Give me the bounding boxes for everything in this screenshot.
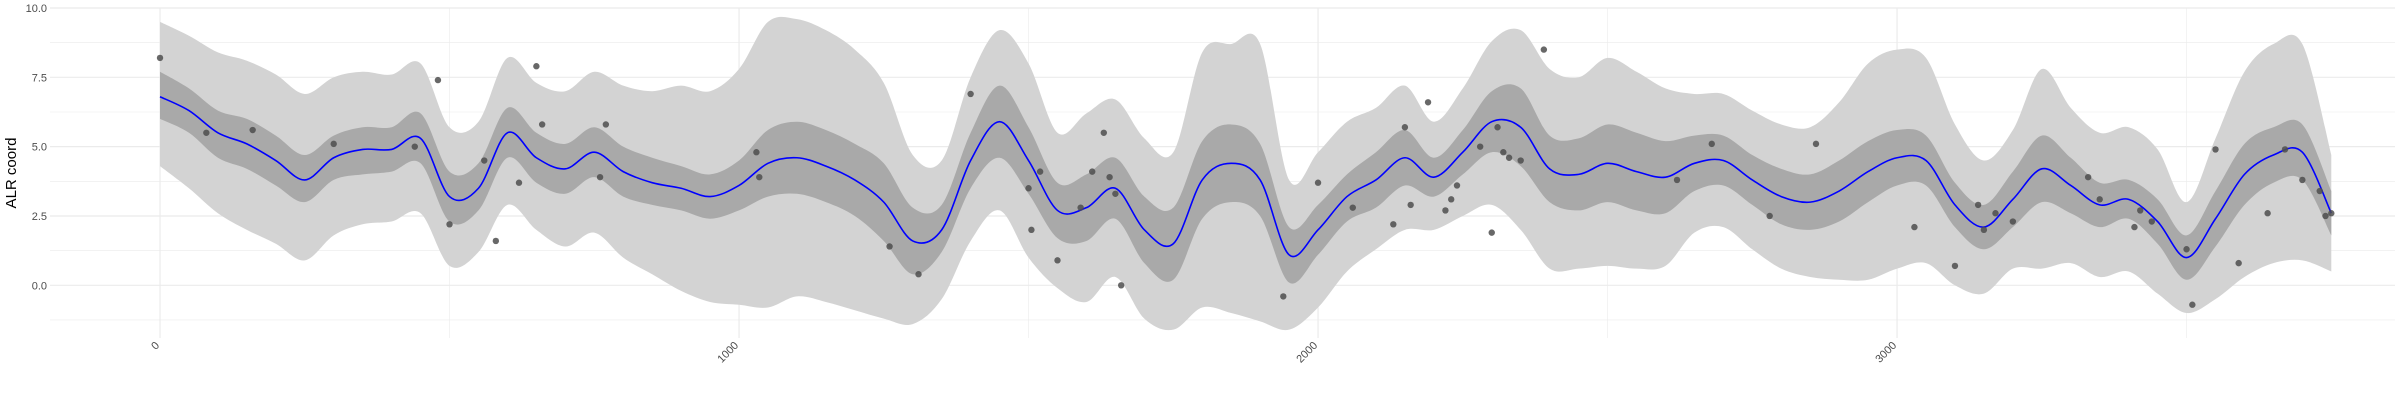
data-point xyxy=(1424,99,1432,106)
data-point xyxy=(753,149,760,156)
data-point xyxy=(1708,140,1715,148)
data-point xyxy=(1974,201,1982,209)
observed-points xyxy=(156,46,2335,308)
data-point xyxy=(330,140,337,148)
data-point xyxy=(1517,157,1524,164)
data-point xyxy=(434,76,442,84)
data-point xyxy=(1673,176,1681,184)
data-point xyxy=(1494,124,1501,131)
data-point xyxy=(1100,129,1108,136)
data-point xyxy=(1476,143,1484,150)
data-point xyxy=(915,271,922,278)
data-point xyxy=(1036,168,1044,175)
data-point xyxy=(1505,154,1513,161)
data-point xyxy=(602,121,610,128)
data-point xyxy=(2148,218,2156,225)
data-point xyxy=(1280,293,1287,300)
data-point xyxy=(2189,301,2196,308)
y-tick-label: 5.0 xyxy=(32,142,47,154)
y-axis-title: ALR coord xyxy=(3,138,20,209)
data-point xyxy=(596,173,604,181)
data-point xyxy=(1117,282,1125,289)
data-point xyxy=(1106,173,1113,181)
data-point xyxy=(156,54,164,62)
inner-credible-band xyxy=(160,71,2332,284)
data-point xyxy=(1992,210,1999,217)
y-tick-label: 0.0 xyxy=(32,280,47,292)
data-point xyxy=(2316,187,2323,195)
data-point xyxy=(1077,204,1084,211)
data-point xyxy=(1349,204,1356,211)
data-point xyxy=(515,179,523,186)
data-point xyxy=(2328,210,2335,217)
data-point xyxy=(2183,246,2190,253)
data-point xyxy=(446,221,453,228)
data-point xyxy=(1951,262,1959,270)
data-point xyxy=(2096,196,2103,203)
data-point xyxy=(1314,179,1322,186)
data-point xyxy=(2009,218,2017,225)
data-point xyxy=(1911,223,1918,231)
data-point xyxy=(2084,173,2092,181)
data-point xyxy=(2322,212,2329,220)
data-point xyxy=(411,143,418,150)
y-tick-label: 10.0 xyxy=(26,3,47,15)
data-point xyxy=(249,126,256,134)
y-tick-label: 7.5 xyxy=(32,72,47,84)
data-point xyxy=(481,157,488,164)
data-point xyxy=(2299,176,2306,184)
data-point xyxy=(1500,149,1507,156)
data-point xyxy=(1390,221,1397,228)
y-axis-ticks: 0.0 2.5 5.0 7.5 10.0 xyxy=(26,3,47,292)
data-point xyxy=(1488,229,1495,236)
data-point xyxy=(1980,226,1988,234)
data-point xyxy=(1054,257,1061,264)
data-point xyxy=(1028,226,1035,234)
data-point xyxy=(967,90,974,98)
data-point xyxy=(886,243,893,250)
data-point xyxy=(756,173,763,181)
data-point xyxy=(1025,185,1032,192)
data-point xyxy=(1448,196,1455,203)
data-point xyxy=(2281,146,2289,153)
data-point xyxy=(533,63,540,70)
data-point xyxy=(2137,207,2144,214)
data-point xyxy=(492,237,500,245)
data-point xyxy=(1812,140,1820,148)
data-point xyxy=(2264,210,2271,217)
y-tick-label: 2.5 xyxy=(32,211,47,223)
data-point xyxy=(1089,168,1096,175)
data-point xyxy=(2131,223,2138,231)
data-point xyxy=(1401,124,1409,131)
data-point xyxy=(2212,146,2219,153)
data-point xyxy=(203,129,210,136)
data-point xyxy=(1407,201,1414,209)
data-point xyxy=(2235,259,2242,267)
data-point xyxy=(1766,212,1773,220)
data-point xyxy=(1453,182,1461,189)
data-point xyxy=(1540,46,1548,53)
data-point xyxy=(1112,190,1119,197)
data-point xyxy=(538,121,546,128)
data-point xyxy=(1442,207,1449,214)
mean-line xyxy=(159,96,2333,259)
